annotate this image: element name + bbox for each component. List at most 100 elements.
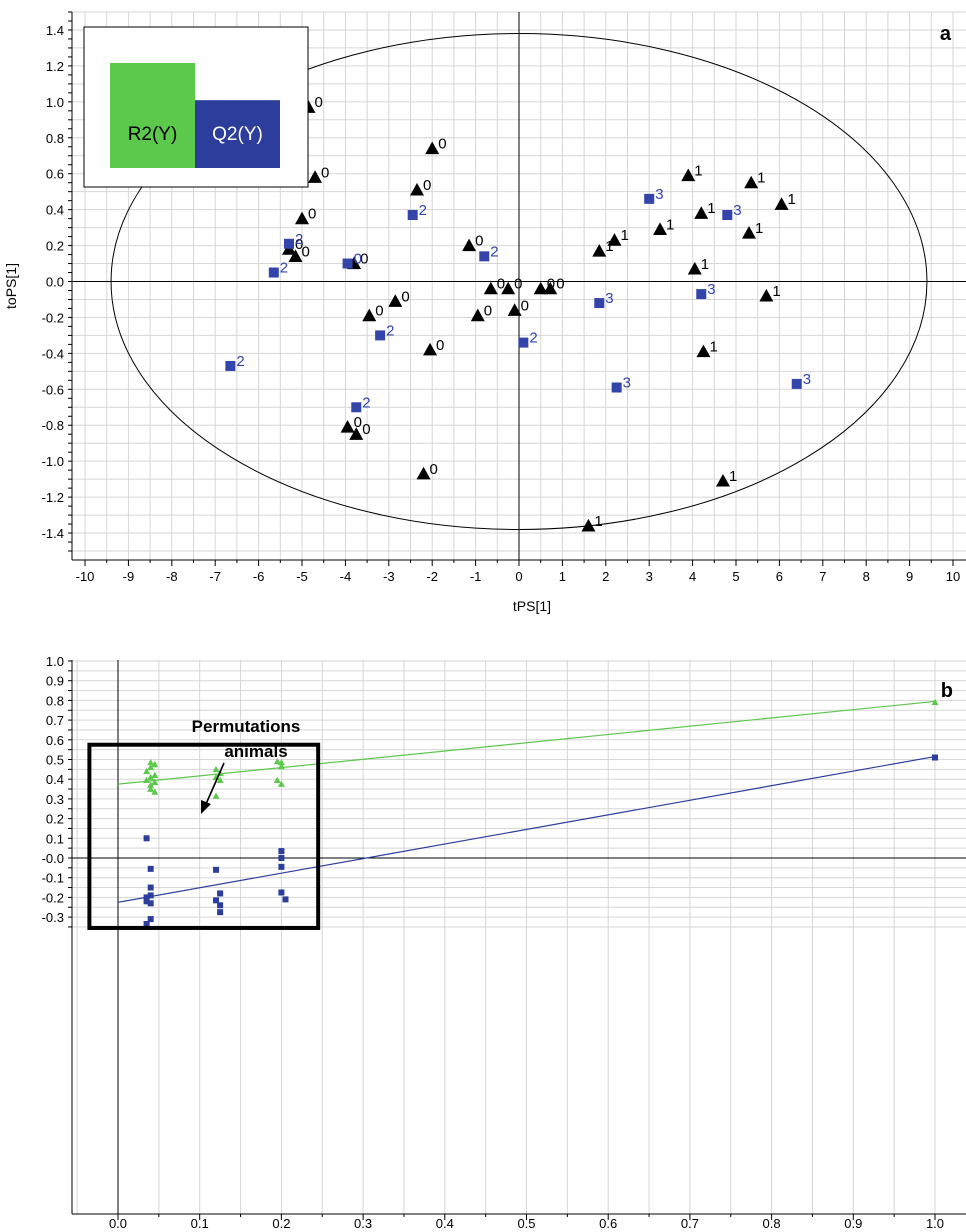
point-square (407, 210, 418, 221)
point-label: 3 (655, 186, 663, 203)
point-label: 0 (430, 461, 438, 478)
y-tick-label: 0.4 (46, 772, 64, 787)
point-label: 1 (772, 283, 780, 300)
point-label: 3 (623, 375, 631, 392)
point-q2 (147, 916, 154, 923)
point-q2 (143, 920, 150, 927)
point-label: 1 (757, 170, 765, 187)
x-tick-label: 1 (559, 569, 566, 584)
point-label: 1 (620, 227, 628, 244)
point-label: 3 (605, 290, 613, 307)
point-square (791, 378, 802, 389)
point-label: 1 (709, 339, 717, 356)
x-tick-label: 0.1 (191, 1216, 209, 1231)
point-triangle (715, 473, 730, 487)
point-label: 1 (755, 220, 763, 237)
point-label: 2 (362, 394, 370, 411)
panel-b-permutation-plot: 0.0 0.1 0.2 0.3 0.4 0.5 0.6 0.7 0.8 0.9 1.0 -0.3 -0.… (42, 654, 966, 1231)
point-r2 (277, 758, 285, 766)
point-triangle (501, 281, 516, 295)
point-q2 (147, 900, 154, 907)
point-r2 (151, 771, 159, 779)
point-label: 0 (475, 233, 483, 250)
point-label: 0 (362, 421, 370, 438)
y-tick-label: 0.1 (46, 831, 64, 846)
panel-b-regression-lines (117, 700, 936, 903)
panel-a-y-axis-label: toPS[1] (3, 263, 19, 309)
point-q2 (217, 902, 224, 909)
x-tick-label: 5 (732, 569, 739, 584)
point-triangle (288, 249, 303, 262)
point-square (722, 210, 733, 221)
point-label: 1 (605, 238, 613, 255)
y-tick-label: -0.4 (42, 346, 64, 361)
inset-bar-label: R2(Y) (128, 124, 178, 145)
point-label: 0 (308, 206, 316, 223)
y-tick-label: 1.2 (46, 59, 64, 74)
point-triangle (533, 281, 548, 295)
point-label: 1 (788, 191, 796, 208)
x-tick-label: 0.7 (681, 1216, 699, 1231)
y-tick-label: -1.2 (42, 490, 64, 505)
y-tick-label: 0.8 (46, 131, 64, 146)
point-label: 2 (529, 330, 537, 347)
regression-line-r2 (117, 700, 936, 785)
point-triangle (681, 168, 696, 182)
y-tick-label: 0.6 (46, 733, 64, 748)
point-label: 0 (295, 236, 303, 253)
point-triangle (470, 308, 485, 322)
point-r2 (147, 773, 155, 781)
point-q2 (147, 865, 154, 872)
point-label: 2 (419, 202, 427, 219)
point-label: 2 (386, 322, 394, 339)
x-tick-label: -10 (76, 569, 95, 584)
point-triangle (774, 197, 789, 210)
point-label: 3 (733, 202, 741, 219)
point-q2 (143, 894, 150, 901)
point-q2 (932, 754, 938, 761)
point-square (342, 258, 353, 269)
permutations-box (87, 742, 321, 930)
inset-bar (110, 62, 195, 168)
x-tick-label: 0.3 (354, 1216, 372, 1231)
point-label: 2 (490, 243, 498, 260)
x-tick-label: -3 (383, 569, 395, 584)
x-tick-label: 7 (819, 569, 826, 584)
x-tick-label: 10 (946, 569, 960, 584)
point-triangle (483, 281, 498, 295)
y-tick-label: 0.3 (46, 792, 64, 807)
point-q2 (217, 890, 224, 897)
point-r2 (143, 776, 151, 783)
y-tick-label: 0.7 (46, 713, 64, 728)
point-r2 (147, 763, 155, 771)
regression-line-q2 (117, 755, 936, 903)
point-q2 (278, 889, 285, 896)
point-q2 (278, 855, 285, 861)
point-triangle (388, 294, 403, 307)
point-triangle (425, 141, 440, 155)
point-r2 (216, 776, 224, 783)
point-label: 1 (701, 256, 709, 273)
point-label: 1 (729, 468, 737, 485)
point-label: 0 (354, 251, 362, 268)
point-triangle (349, 427, 364, 440)
x-tick-label: 8 (863, 569, 870, 584)
point-r2 (151, 760, 159, 768)
point-triangle (581, 518, 596, 532)
point-q2 (143, 835, 150, 842)
point-triangle (308, 170, 323, 183)
y-tick-label: 0.6 (46, 167, 64, 182)
point-square (644, 193, 655, 204)
panel-a-inset-bar-chart: R2(Y) Q2(Y) (83, 26, 309, 188)
point-triangle (592, 243, 607, 257)
point-triangle (653, 222, 668, 236)
point-label: 0 (354, 414, 362, 431)
point-label: 2 (280, 260, 288, 277)
point-triangle (543, 281, 558, 295)
point-q2 (217, 909, 224, 916)
y-tick-label: -0.0 (42, 851, 64, 866)
y-tick-label: 1.0 (46, 654, 64, 669)
point-square (268, 267, 279, 278)
x-tick-label: 6 (776, 569, 783, 584)
